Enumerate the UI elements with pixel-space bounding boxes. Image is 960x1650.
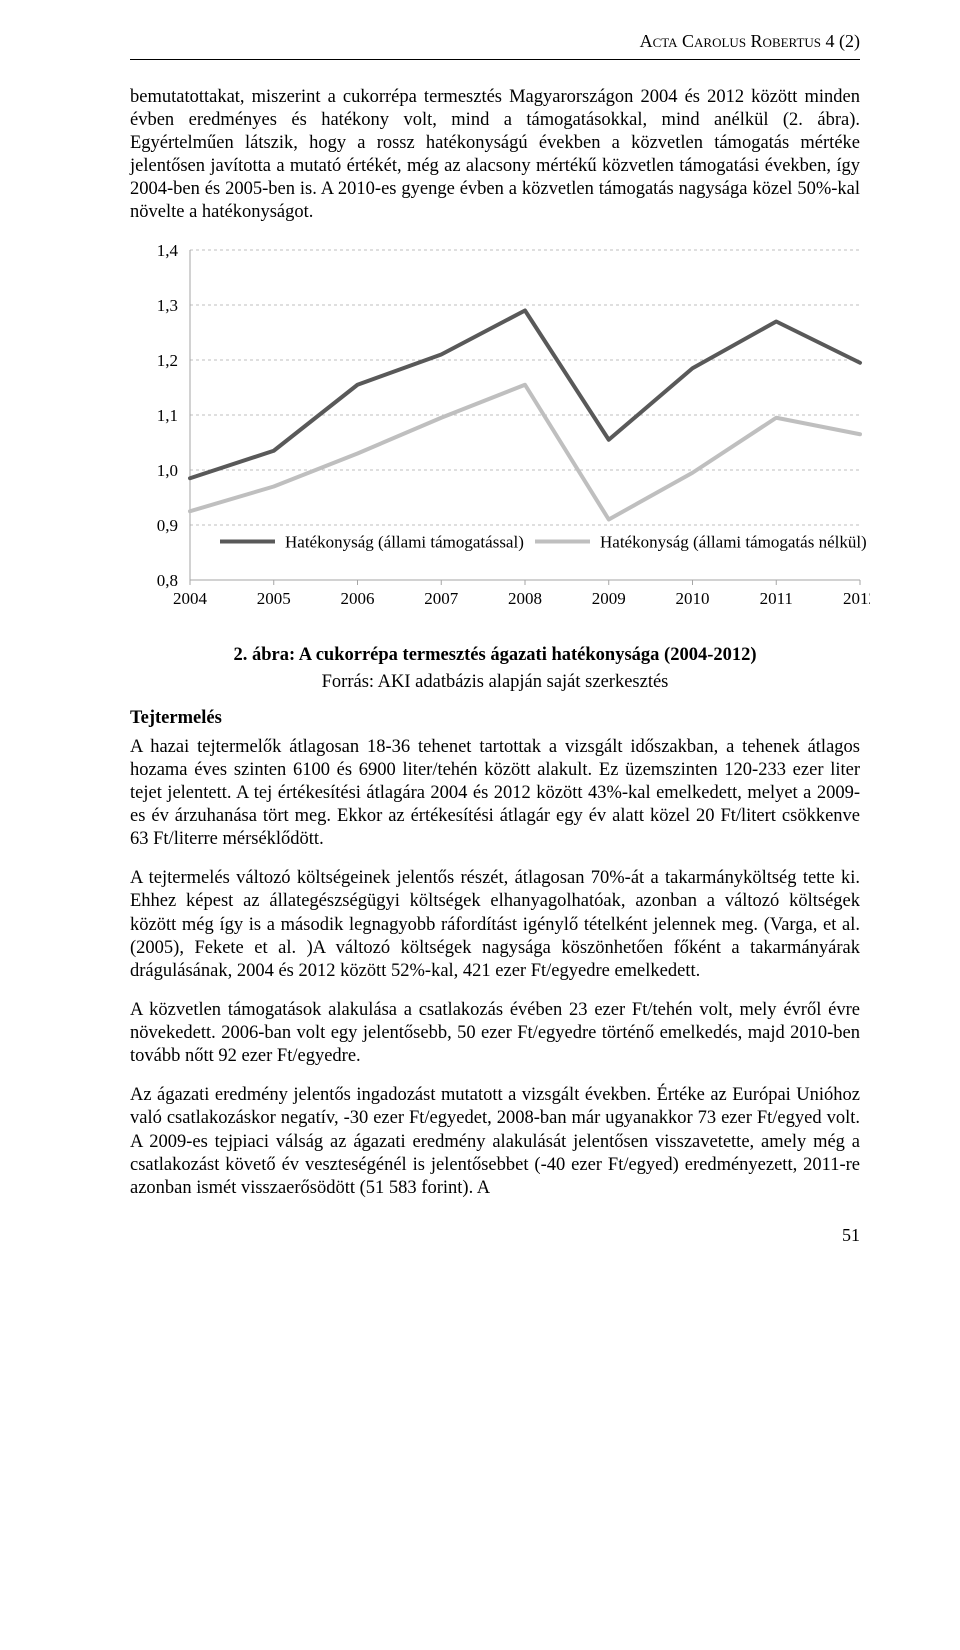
svg-text:1,3: 1,3	[157, 296, 178, 315]
svg-text:Hatékonyság (állami támogatás: Hatékonyság (állami támogatás nélkül)	[600, 533, 867, 552]
paragraph-5: Az ágazati eredmény jelentős ingadozást …	[130, 1084, 860, 1200]
page: Acta Carolus Robertus 4 (2) bemutatottak…	[0, 0, 960, 1296]
paragraph-2: A hazai tejtermelők átlagosan 18-36 tehe…	[130, 736, 860, 852]
svg-text:2005: 2005	[257, 589, 291, 608]
paragraph-4: A közvetlen támogatások alakulása a csat…	[130, 999, 860, 1068]
svg-text:2004: 2004	[173, 589, 208, 608]
svg-text:Hatékonyság (állami támogatáss: Hatékonyság (állami támogatással)	[285, 533, 524, 552]
figure-source: Forrás: AKI adatbázis alapján saját szer…	[130, 671, 860, 694]
svg-text:2007: 2007	[424, 589, 459, 608]
svg-text:1,0: 1,0	[157, 461, 178, 480]
figure-caption-bold: 2. ábra: A cukorrépa termesztés ágazati …	[233, 645, 756, 665]
header-rule	[130, 59, 860, 60]
efficiency-chart: 0,8 0,9 1,0 1,1 1,2 1,3 1,4 Hatékonyság (állami…	[130, 240, 860, 630]
svg-text:2012: 2012	[843, 589, 870, 608]
paragraph-3: A tejtermelés változó költségeinek jelen…	[130, 867, 860, 983]
svg-text:1,4: 1,4	[157, 241, 179, 260]
svg-text:2010: 2010	[676, 589, 710, 608]
svg-text:1,1: 1,1	[157, 406, 178, 425]
paragraph-1: bemutatottakat, miszerint a cukorrépa te…	[130, 86, 860, 225]
running-head: Acta Carolus Robertus 4 (2)	[130, 30, 860, 53]
page-number: 51	[130, 1224, 860, 1247]
svg-text:2011: 2011	[760, 589, 793, 608]
svg-text:2006: 2006	[341, 589, 375, 608]
svg-text:0,8: 0,8	[157, 571, 178, 590]
figure-caption: 2. ábra: A cukorrépa termesztés ágazati …	[130, 644, 860, 667]
svg-text:2009: 2009	[592, 589, 626, 608]
svg-text:0,9: 0,9	[157, 516, 178, 535]
svg-text:1,2: 1,2	[157, 351, 178, 370]
section-heading-tejtermeles: Tejtermelés	[130, 707, 860, 730]
svg-text:2008: 2008	[508, 589, 542, 608]
